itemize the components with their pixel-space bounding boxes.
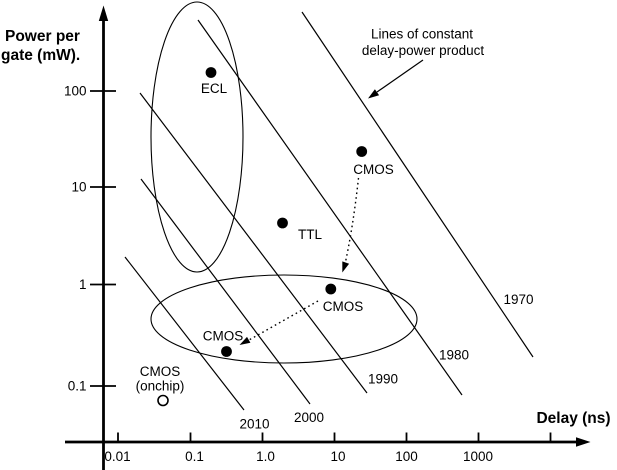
x-axis-ticks: 0.01 0.1 1.0 10 100 1000	[104, 432, 552, 464]
point-label-cmos-onchip-line1: CMOS	[140, 364, 181, 379]
point-cmos-2	[325, 283, 337, 295]
point-ecl	[205, 67, 217, 78]
year-label-1990: 1990	[368, 372, 398, 387]
constant-product-lines: 1970 1980 1990 2000 2010	[124, 11, 534, 432]
point-label-cmos-2: CMOS	[323, 299, 364, 314]
axes	[65, 5, 591, 470]
annotation-line2: delay-power product	[362, 43, 485, 58]
cmos-group-ellipse	[150, 274, 418, 364]
x-axis-arrowhead-icon	[576, 437, 591, 447]
data-points: ECL CMOS TTL CMOS CMOS CMOS (onchip)	[136, 67, 394, 407]
y-axis-title-line1: Power per	[5, 28, 80, 45]
x-tick-label-0.01: 0.01	[104, 449, 130, 464]
trend-arrow-2-head-icon	[239, 336, 251, 345]
annotation-line1: Lines of constant	[371, 27, 473, 42]
grouping-ellipses	[150, 1, 418, 364]
y-tick-label-1: 1	[79, 277, 87, 292]
point-cmos-3	[221, 346, 232, 357]
y-tick-label-10: 10	[71, 180, 86, 195]
year-label-2010: 2010	[239, 417, 269, 432]
product-line-1970	[301, 11, 534, 358]
y-axis-arrowhead-icon	[98, 5, 109, 21]
ecl-group-ellipse	[150, 1, 244, 273]
point-label-cmos-3: CMOS	[203, 329, 244, 344]
x-tick-label-1000: 1000	[463, 449, 493, 464]
x-tick-label-0.1: 0.1	[185, 449, 204, 464]
trend-arrow-2-line	[248, 300, 319, 341]
year-label-1970: 1970	[503, 292, 533, 307]
y-tick-label-0.1: 0.1	[68, 379, 87, 394]
trend-arrows	[239, 177, 360, 345]
product-line-1990	[139, 92, 368, 394]
x-tick-label-10: 10	[330, 449, 345, 464]
annotation-arrow-line	[376, 59, 424, 93]
x-tick-label-1.0: 1.0	[256, 449, 275, 464]
y-tick-label-100: 100	[64, 84, 87, 99]
axis-titles: Power per gate (mW). Delay (ns)	[1, 28, 611, 427]
annotation: Lines of constant delay-power product	[362, 27, 485, 99]
annotation-arrowhead-icon	[368, 89, 380, 99]
y-axis-ticks: 100 10 1 0.1	[64, 84, 116, 394]
year-label-2000: 2000	[294, 410, 324, 425]
point-label-ttl: TTL	[298, 227, 322, 242]
trend-arrow-1-line	[343, 177, 360, 267]
point-cmos-1	[356, 146, 368, 157]
product-line-2010	[124, 256, 245, 411]
x-tick-label-100: 100	[395, 449, 418, 464]
point-label-ecl: ECL	[201, 81, 228, 96]
point-label-cmos-onchip-line2: (onchip)	[136, 379, 185, 394]
product-line-2000	[140, 178, 311, 405]
point-label-cmos-1: CMOS	[353, 162, 394, 177]
point-cmos-onchip	[157, 394, 169, 407]
x-axis-title: Delay (ns)	[536, 410, 610, 427]
year-label-1980: 1980	[439, 348, 469, 363]
product-line-1980	[197, 19, 463, 396]
y-axis-title-line2: gate (mW).	[1, 47, 80, 64]
trend-arrow-1-head-icon	[342, 261, 350, 273]
point-ttl	[277, 217, 288, 229]
